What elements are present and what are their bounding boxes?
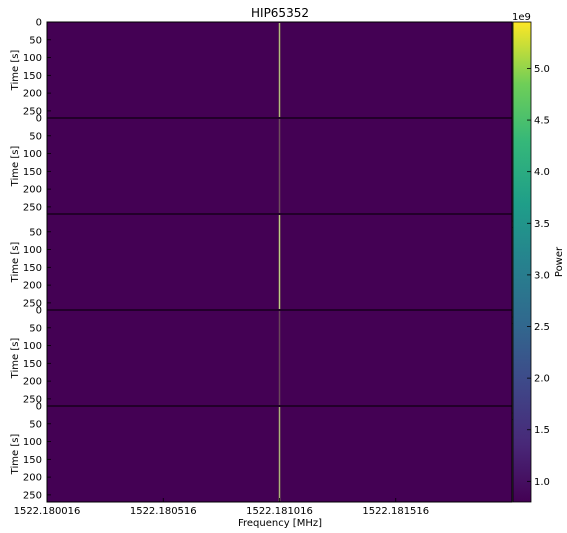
colorbar-offset-label: 1e9 — [512, 12, 531, 23]
panel-4-heatmap — [47, 310, 512, 406]
x-tick-label: 1522.181016 — [246, 506, 313, 517]
colorbar-tick-label: 4.5 — [534, 116, 550, 127]
panel-3-ytick-label: 250 — [23, 298, 42, 309]
colorbar-tick-label: 1.5 — [534, 425, 550, 436]
colorbar-gradient — [512, 21, 532, 503]
panel-1-ytick-label: 250 — [23, 106, 42, 117]
x-tick-label: 1522.181516 — [362, 506, 429, 517]
panel-2-ylabel: Time [s] — [10, 146, 21, 188]
panel-5-ytick-label: 100 — [23, 437, 42, 448]
panel-1-ytick-label: 200 — [23, 89, 42, 100]
panel-3-ytick-label: 150 — [23, 263, 42, 274]
panel-3-ylabel: Time [s] — [10, 242, 21, 284]
colorbar-tick-label: 4.0 — [534, 167, 550, 178]
x-axis: 1522.180016 1522.180516 1522.181016 1522.18… — [14, 498, 429, 517]
panel-5-ytick-label: 250 — [23, 490, 42, 501]
panel-2-ytick-label: 200 — [23, 185, 42, 196]
x-tick-label: 1522.180516 — [130, 506, 197, 517]
colorbar-tick-label: 3.5 — [534, 219, 550, 230]
colorbar-label: Power — [554, 246, 565, 277]
panel-1-ytick-label: 100 — [23, 53, 42, 64]
colorbar-tick-label: 2.0 — [534, 374, 550, 385]
panel-4-ytick-label: 50 — [29, 323, 42, 334]
panel-4-ytick-label: 150 — [23, 359, 42, 370]
colorbar-tick-label: 5.0 — [534, 64, 550, 75]
panel-2-ytick-label: 100 — [23, 149, 42, 160]
x-axis-label: Frequency [MHz] — [238, 518, 322, 529]
panel-1-ylabel: Time [s] — [10, 50, 21, 92]
panel-4-ytick-label: 100 — [23, 341, 42, 352]
panel-3-ytick-label: 200 — [23, 281, 42, 292]
panel-5-ytick-label: 0 — [36, 402, 42, 413]
panel-4-ytick-label: 250 — [23, 394, 42, 405]
panel-2-ytick-label: 250 — [23, 202, 42, 213]
panel-3-ytick-label: 100 — [23, 245, 42, 256]
panel-5-ylabel: Time [s] — [10, 434, 21, 476]
panel-2-ytick-label: 0 — [36, 114, 42, 125]
panel-3-ytick-label: 50 — [29, 227, 42, 238]
panel-4-ytick-label: 0 — [36, 306, 42, 317]
panel-4-ylabel: Time [s] — [10, 338, 21, 380]
panel-1-ytick-label: 150 — [23, 71, 42, 82]
panel-2-heatmap — [47, 118, 512, 214]
colorbar-tick-label: 2.5 — [534, 322, 550, 333]
panel-5-ytick-label: 50 — [29, 419, 42, 430]
panel-4-ytick-label: 200 — [23, 377, 42, 388]
panel-5-ytick-label: 200 — [23, 473, 42, 484]
panel-2-ytick-label: 50 — [29, 131, 42, 142]
colorbar: 1.0 1.5 2.0 2.5 3.0 3.5 4.0 4.5 5.0 1e9 Power — [512, 12, 565, 503]
colorbar-tick-label: 1.0 — [534, 477, 550, 488]
chart-title: HIP65352 — [251, 6, 309, 20]
colorbar-tick-label: 3.0 — [534, 270, 550, 281]
panel-1-ytick-label: 0 — [36, 18, 42, 29]
colorbar-ticks: 1.0 1.5 2.0 2.5 3.0 3.5 4.0 4.5 5.0 — [527, 64, 550, 488]
x-tick-label: 1522.180016 — [14, 506, 81, 517]
panel-2: 0 50 100 150 200 250 Time [s] — [10, 114, 513, 215]
panel-1: 0 50 100 150 200 250 Time [s] — [10, 18, 513, 119]
panel-1-ytick-label: 50 — [29, 35, 42, 46]
panels: 0 50 100 150 200 250 Time [s] 0 50 100 150 200 250 Ti… — [10, 18, 526, 503]
panel-2-ytick-label: 150 — [23, 167, 42, 178]
panel-5-ytick-label: 150 — [23, 455, 42, 466]
